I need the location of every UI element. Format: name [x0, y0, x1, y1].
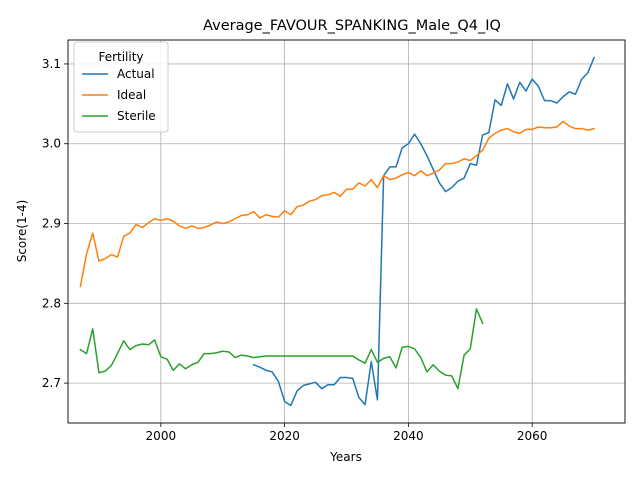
series-layer: [79, 56, 596, 407]
y-axis-label: Score(1-4): [15, 200, 29, 263]
y-tick-label: 2.9: [42, 217, 61, 231]
y-axis-ticks: 2.7 2.8 2.9 3.0 3.1: [42, 57, 68, 390]
x-tick-label: 2020: [269, 429, 300, 443]
series-line-actual: [252, 56, 596, 407]
legend-label-ideal: Ideal: [117, 88, 146, 102]
legend-title: Fertility: [98, 50, 143, 64]
x-axis-label: Years: [329, 450, 362, 464]
x-axis-ticks: 2000 2020 2040 2060: [146, 423, 548, 443]
legend-label-actual: Actual: [117, 67, 155, 81]
y-tick-label: 2.8: [42, 296, 61, 310]
legend-label-sterile: Sterile: [117, 109, 156, 123]
y-tick-label: 3.0: [42, 137, 61, 151]
legend: Fertility Actual Ideal Sterile: [73, 41, 169, 133]
chart-title: Average_FAVOUR_SPANKING_Male_Q4_IQ: [203, 18, 501, 34]
plot-frame: [67, 39, 626, 424]
x-tick-label: 2040: [393, 429, 424, 443]
legend-entries: Actual Ideal Sterile: [82, 67, 156, 123]
series-line-sterile: [79, 308, 484, 390]
x-tick-label: 2060: [517, 429, 548, 443]
legend-box: [73, 41, 169, 133]
y-tick-label: 2.7: [42, 376, 61, 390]
x-tick-label: 2000: [146, 429, 177, 443]
y-tick-label: 3.1: [42, 57, 61, 71]
series-line-ideal: [79, 120, 595, 288]
